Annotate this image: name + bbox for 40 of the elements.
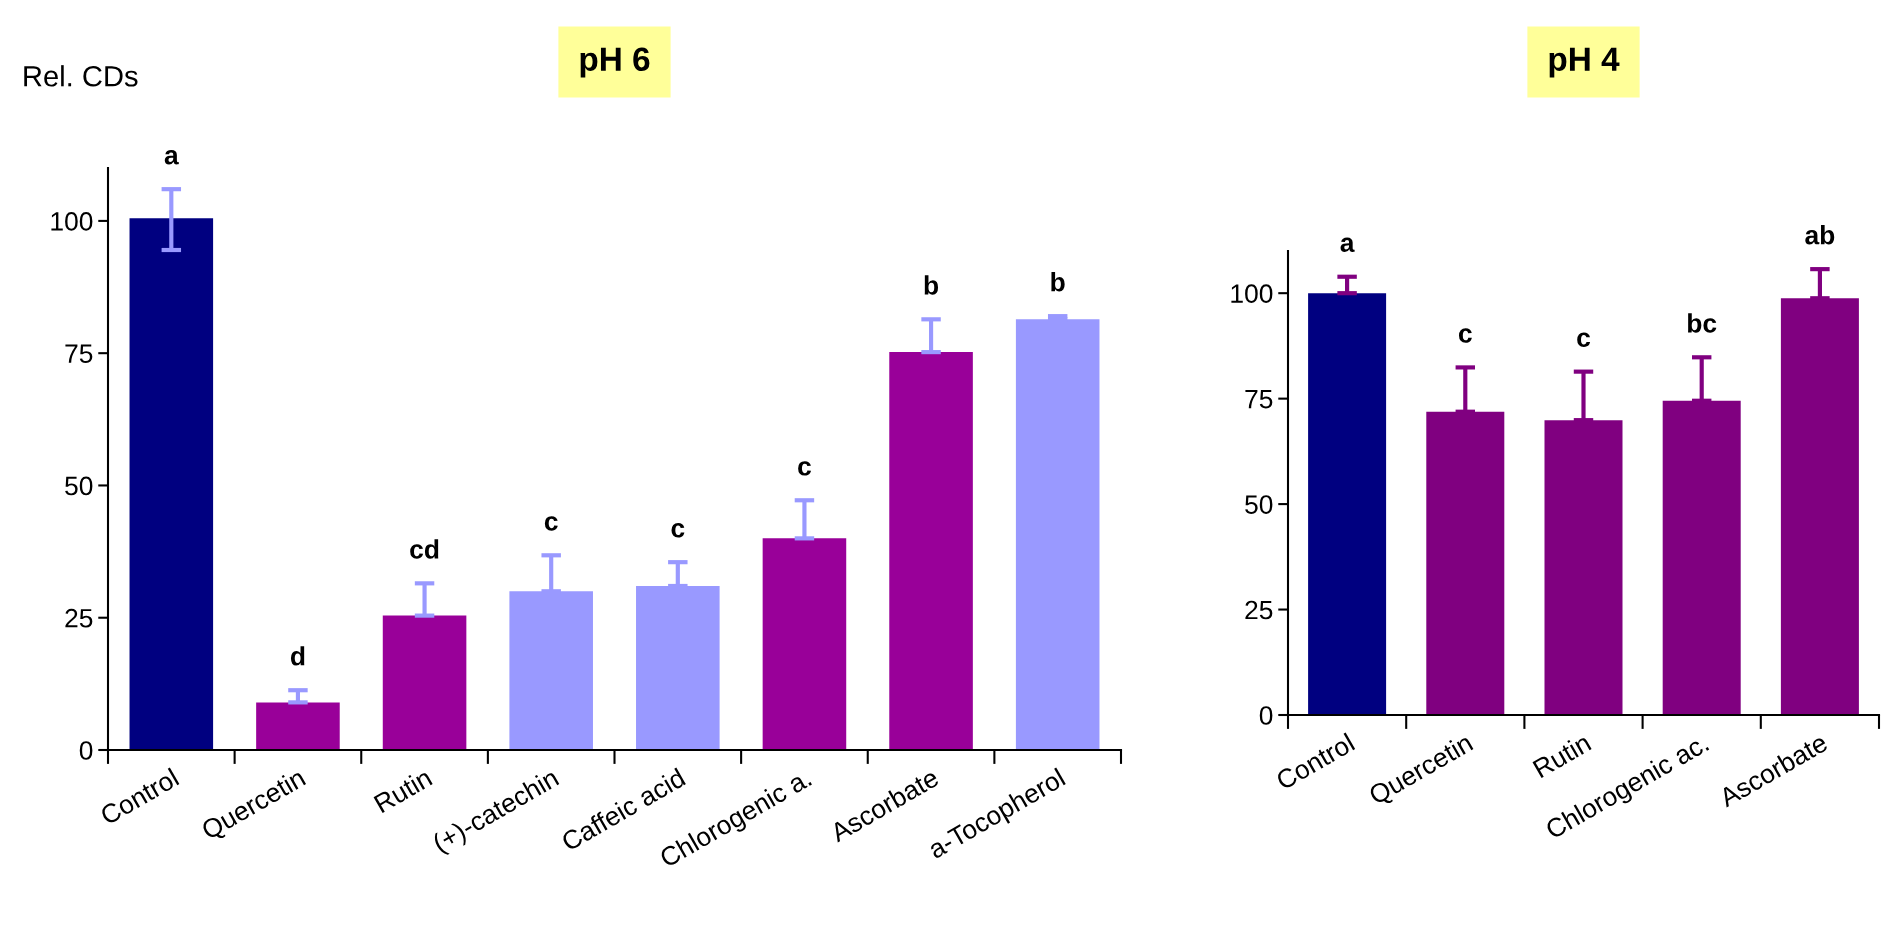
bar [1662,400,1741,715]
y-axis-title: Rel. CDs [24,65,138,87]
annotation: a [1340,237,1355,253]
bar [1544,420,1623,715]
bar [256,702,340,750]
bar [1780,298,1859,715]
annotation: b [924,275,939,295]
chart-title: pH 6 [580,47,650,78]
annotation: d [290,646,305,666]
bar [1015,319,1100,750]
chart-title: pH 4 [1549,47,1620,78]
y-tick-label: 100 [51,212,93,231]
y-tick-label: 25 [65,608,93,628]
annotation: b [1051,272,1065,292]
annotation: c [544,516,558,531]
annotation: c [798,461,811,476]
y-tick-label: 0 [79,741,93,760]
y-tick-label: 75 [65,344,93,363]
bar [762,538,847,750]
annotation: ab [1805,225,1835,245]
x-tick-label: Rutin [373,767,433,814]
annotation: bc [1688,313,1717,333]
y-tick-label: 75 [1245,390,1273,409]
annotation: c [1458,328,1472,343]
bar [889,352,973,750]
y-tick-label: 50 [1245,495,1273,514]
y-tick-label: 50 [65,476,93,496]
annotation: c [671,523,685,538]
bar [509,591,593,750]
annotation: c [1577,332,1591,347]
y-tick-label: 100 [1231,284,1273,303]
bar [382,615,467,750]
annotation: a [164,150,179,165]
annotation: cd [410,539,439,559]
bar [1308,293,1387,715]
bar [129,218,214,750]
y-tick-label: 25 [1245,600,1273,620]
y-tick-label: 0 [1259,706,1273,725]
bar [636,585,720,750]
bar [1426,411,1505,715]
